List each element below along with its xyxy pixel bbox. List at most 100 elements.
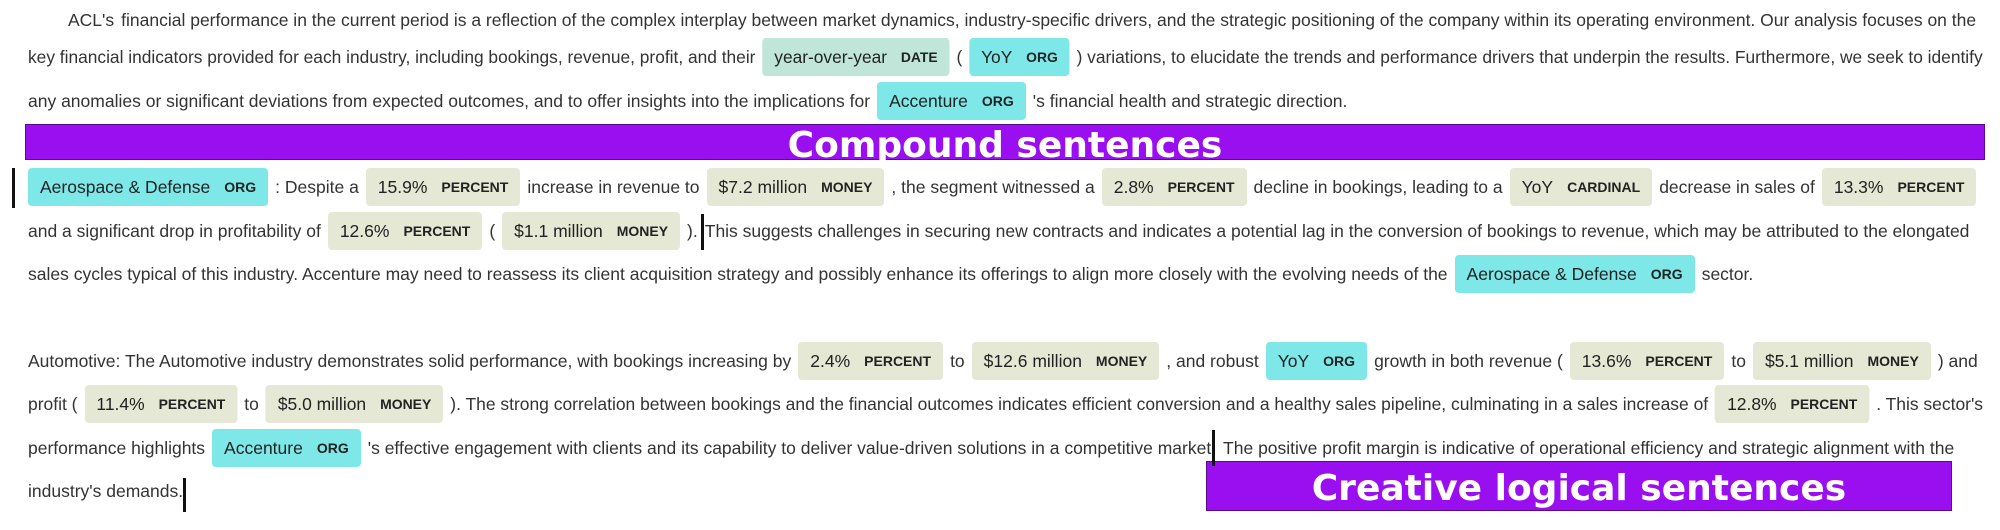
text-run: to [1731,350,1746,371]
entity-label: ORG [316,440,349,456]
entity-label: PERCENT [1645,353,1713,369]
paragraph-line: sales cycles typical of this industry. A… [28,254,1760,294]
entity-text: $1.1 million [514,220,603,241]
entity-label: ORG [1650,266,1683,282]
text-run: growth in both revenue ( [1374,350,1563,371]
entity-label: ORG [981,93,1014,109]
text-run: sector. [1701,263,1754,284]
entity-label: ORG [1323,353,1356,369]
entity-org[interactable]: Aerospace & Defense ORG [28,168,269,206]
entity-text: $5.0 million [277,393,367,414]
paragraph-line: ACL's financial performance in the curre… [28,0,1983,40]
entity-text: 13.6% [1581,350,1632,371]
entity-money[interactable]: $5.0 million MONEY [265,385,444,423]
text-run: This suggests challenges in securing new… [704,220,1970,241]
entity-text: Aerospace & Defense [1466,263,1637,284]
paragraph-line: Automotive: The Automotive industry demo… [28,341,1985,381]
entity-text: Aerospace & Defense [40,176,211,197]
entity-org[interactable]: Accenture ORG [212,429,361,467]
text-run: 's financial health and strategic direct… [1032,90,1348,111]
paragraph-line: and a significant drop in profitability … [28,211,1976,251]
entity-percent[interactable]: 2.4% PERCENT [798,342,944,380]
paragraph-line: performance highlights Accenture ORG 's e… [28,428,1961,468]
text-run: profit ( [28,393,78,414]
entity-label: PERCENT [441,179,509,195]
entity-org[interactable]: YoY ORG [1265,342,1368,380]
text-run: , and robust [1166,350,1259,371]
entity-label: DATE [900,49,938,65]
entity-money[interactable]: $12.6 million MONEY [971,342,1160,380]
text-run: 's effective engagement with clients and… [367,437,1217,458]
entity-text: year-over-year [774,46,888,67]
entity-text: YoY [1521,176,1554,197]
entity-text: $7.2 million [718,176,808,197]
entity-percent[interactable]: 12.8% PERCENT [1715,385,1870,423]
text-run: ). The strong correlation between bookin… [450,393,1709,414]
text-run: financial performance in the current per… [121,9,1977,30]
entity-percent[interactable]: 12.6% PERCENT [327,212,483,250]
text-run: to [244,393,259,414]
entity-money[interactable]: $5.1 million MONEY [1752,342,1931,380]
creative-logical-sentences-header: Creative logical sentences [1206,461,1952,511]
entity-label: MONEY [616,223,669,239]
sentence-boundary-marker [183,478,186,512]
entity-text: 15.9% [377,176,428,197]
text-run: ( [956,46,963,67]
entity-label: PERCENT [864,353,932,369]
entity-label: MONEY [380,396,432,412]
text-run: performance highlights [28,437,206,458]
entity-label: MONEY [1095,353,1148,369]
text-run: ( [489,220,496,241]
entity-label: ORG [1026,49,1058,65]
entity-percent[interactable]: 15.9% PERCENT [365,168,521,206]
entity-label: MONEY [1867,353,1919,369]
entity-date[interactable]: year-over-year DATE [762,38,950,76]
text-run: any anomalies or significant deviations … [28,90,871,111]
text-run: The positive profit margin is indicative… [1223,437,1955,458]
entity-label: ORG [224,179,257,195]
entity-text: YoY [981,46,1013,67]
entity-money[interactable]: $1.1 million MONEY [502,212,681,250]
entity-label: PERCENT [1790,396,1858,412]
text-run: ). [687,220,698,241]
text-run: , the segment witnessed a [891,176,1095,197]
entity-cardinal[interactable]: YoY CARDINAL [1509,168,1653,206]
entity-text: 13.3% [1833,176,1884,197]
entity-percent[interactable]: 13.6% PERCENT [1569,342,1725,380]
text-run: decrease in sales of [1659,176,1815,197]
entity-label: PERCENT [158,396,226,412]
paragraph-line: industry's demands. [28,471,190,511]
entity-label: CARDINAL [1567,179,1641,195]
entity-label: PERCENT [1897,179,1965,195]
entity-label: PERCENT [403,223,471,239]
entity-label: PERCENT [1167,179,1235,195]
entity-text: 2.8% [1113,176,1154,197]
sentence-boundary-marker [1212,430,1215,466]
paragraph-line: Aerospace & Defense ORG : Despite a 15.9%… [28,167,1983,207]
entity-text: Accenture [224,437,303,458]
entity-percent[interactable]: 11.4% PERCENT [84,385,238,423]
text-run: Automotive: The Automotive industry demo… [28,350,792,371]
text-run: ) variations, to elucidate the trends an… [1076,46,1983,67]
entity-org[interactable]: YoY ORG [969,38,1070,76]
text-run: sales cycles typical of this industry. A… [28,263,1448,284]
entity-text: $12.6 million [983,350,1082,371]
entity-text: $5.1 million [1764,350,1854,371]
text-run: decline in bookings, leading to a [1253,176,1503,197]
entity-text: Accenture [889,90,968,111]
sentence-boundary-marker [12,168,15,208]
paragraph-line: key financial indicators provided for ea… [28,37,1990,77]
text-run: . This sector's [1876,393,1984,414]
entity-org[interactable]: Accenture ORG [877,82,1026,120]
entity-percent[interactable]: 13.3% PERCENT [1821,168,1977,206]
text-run: ) and [1937,350,1978,371]
entity-percent[interactable]: 2.8% PERCENT [1101,168,1247,206]
entity-text: YoY [1277,350,1310,371]
entity-org[interactable]: Aerospace & Defense ORG [1454,255,1695,293]
entity-text: 12.8% [1727,393,1777,414]
entity-text: 12.6% [339,220,390,241]
paragraph-line: any anomalies or significant deviations … [28,81,1354,121]
entity-money[interactable]: $7.2 million MONEY [706,168,885,206]
paragraph-line: profit ( 11.4% PERCENT to $5.0 million MON… [28,384,1990,424]
text-run: : Despite a [275,176,359,197]
